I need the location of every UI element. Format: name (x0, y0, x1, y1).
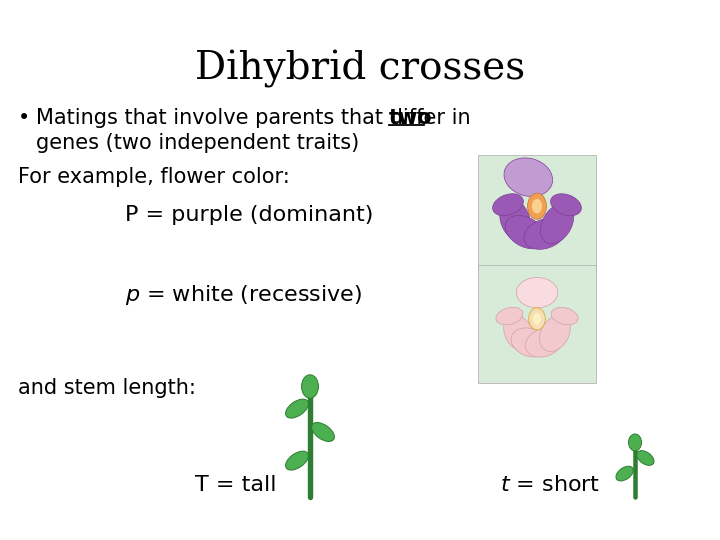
Text: •: • (18, 108, 30, 128)
Text: T = tall: T = tall (195, 475, 276, 495)
Ellipse shape (286, 399, 308, 418)
Text: two: two (389, 108, 433, 128)
Ellipse shape (504, 158, 553, 197)
Text: and stem length:: and stem length: (18, 378, 196, 398)
Text: Matings that involve parents that differ in: Matings that involve parents that differ… (36, 108, 477, 128)
Ellipse shape (528, 308, 545, 330)
Ellipse shape (539, 315, 570, 352)
Text: genes (two independent traits): genes (two independent traits) (36, 133, 359, 153)
Ellipse shape (302, 375, 318, 398)
Ellipse shape (528, 193, 546, 219)
Ellipse shape (526, 328, 563, 357)
Text: Dihybrid crosses: Dihybrid crosses (195, 50, 525, 88)
Ellipse shape (492, 194, 523, 216)
Ellipse shape (286, 451, 308, 470)
Ellipse shape (516, 278, 558, 308)
Ellipse shape (511, 328, 549, 357)
FancyBboxPatch shape (478, 155, 596, 273)
Text: $p$ = white (recessive): $p$ = white (recessive) (125, 283, 362, 307)
Text: For example, flower color:: For example, flower color: (18, 167, 289, 187)
Ellipse shape (505, 215, 546, 249)
Ellipse shape (551, 307, 578, 325)
Ellipse shape (629, 434, 642, 451)
Ellipse shape (541, 204, 574, 244)
Ellipse shape (312, 422, 334, 442)
Ellipse shape (496, 307, 523, 325)
Ellipse shape (616, 466, 634, 481)
Text: P = purple (dominant): P = purple (dominant) (125, 205, 374, 225)
Text: $t$ = short: $t$ = short (500, 475, 600, 495)
Ellipse shape (500, 199, 531, 241)
Ellipse shape (636, 451, 654, 465)
FancyBboxPatch shape (478, 265, 596, 383)
Ellipse shape (533, 313, 541, 325)
Ellipse shape (551, 194, 581, 216)
Ellipse shape (504, 315, 534, 352)
Ellipse shape (532, 199, 542, 213)
Ellipse shape (524, 218, 566, 249)
